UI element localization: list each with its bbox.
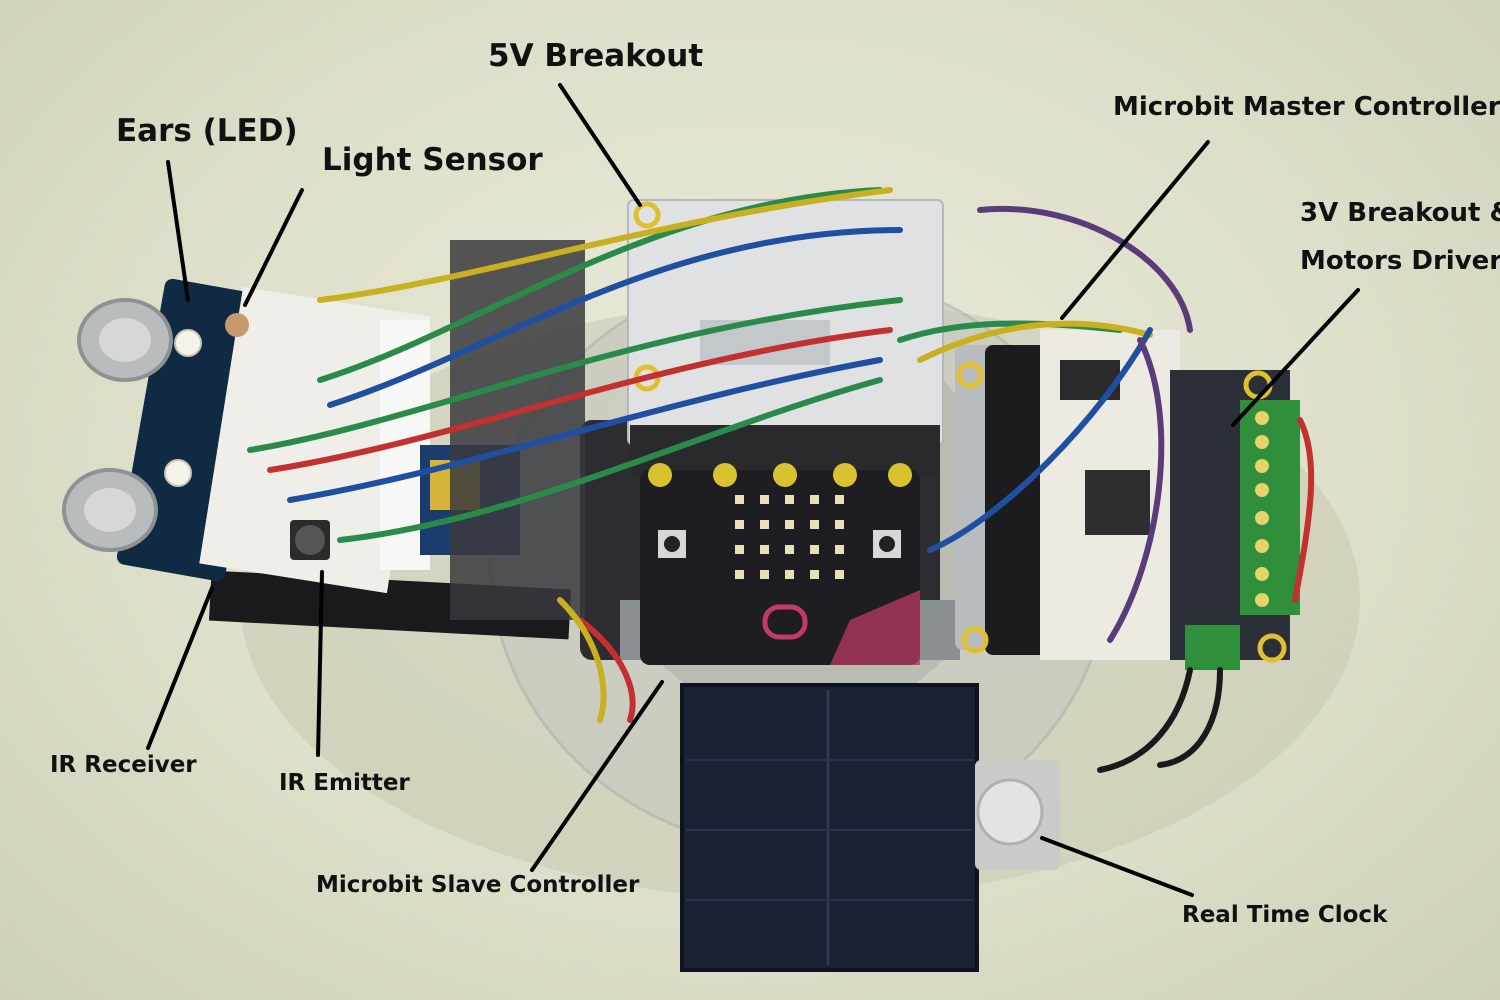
pointer-real-time-clock: [1040, 836, 1194, 897]
label-slave-controller: Microbit Slave Controller: [316, 872, 640, 898]
label-five-v-breakout: 5V Breakout: [488, 38, 704, 74]
pointer-ears-led: [166, 160, 190, 302]
label-ir-receiver: IR Receiver: [50, 752, 197, 778]
label-three-v-breakout-line1: 3V Breakout &: [1300, 198, 1500, 228]
wire-bundle: [247, 187, 1315, 773]
label-three-v-breakout-line2: Motors Driver: [1300, 246, 1500, 276]
pointer-three-v-breakout: [1231, 288, 1360, 427]
pointer-slave-controller: [530, 680, 664, 872]
pointer-lines: [146, 83, 1360, 897]
label-real-time-clock: Real Time Clock: [1182, 902, 1388, 928]
microbit-slave-board: [640, 463, 920, 665]
microbit-master-board: [955, 330, 1180, 660]
pointer-master-controller: [1060, 140, 1210, 320]
solar-panel: [680, 683, 979, 972]
real-time-clock-module: [975, 760, 1060, 870]
pointer-five-v-breakout: [558, 83, 642, 207]
pointer-ir-receiver: [146, 586, 214, 750]
label-light-sensor: Light Sensor: [322, 142, 543, 178]
label-ears-led: Ears (LED): [116, 113, 298, 149]
label-ir-emitter: IR Emitter: [279, 770, 410, 796]
label-master-controller: Microbit Master Controller: [1113, 92, 1500, 122]
pointer-ir-emitter: [316, 570, 324, 757]
pointer-light-sensor: [243, 188, 304, 307]
three-v-breakout-board: [1170, 370, 1300, 670]
